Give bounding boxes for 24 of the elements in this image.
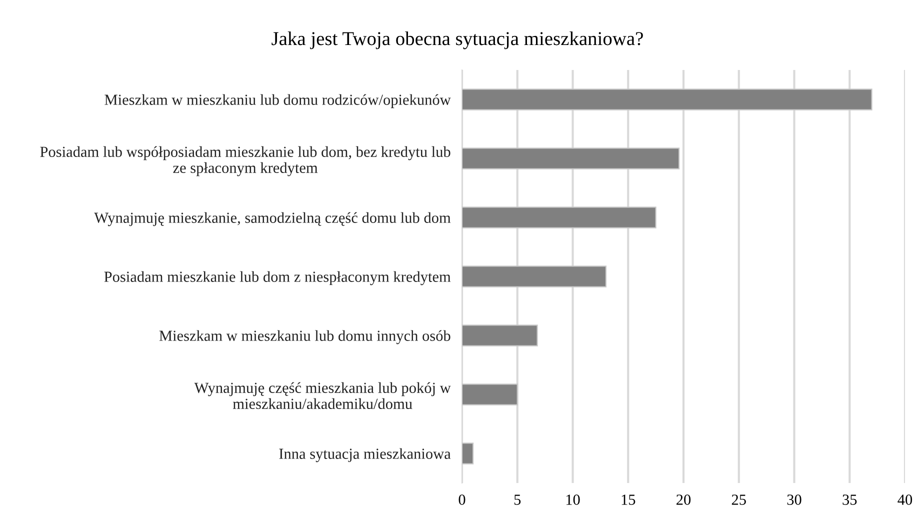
bar — [462, 148, 680, 170]
y-tick-label: Posiadam mieszkanie lub dom z niespłaconym kredytem — [104, 271, 451, 286]
y-tick-label: Posiadam lub współposiadam mieszkanie lub dom, bez kredytu lub ze spłaconym kredytem — [40, 146, 450, 176]
x-tick-label: 15 — [622, 494, 636, 505]
x-tick-label: 40 — [898, 494, 912, 505]
x-tick-label: 5 — [514, 494, 521, 505]
x-tick-label: 30 — [787, 494, 802, 505]
x-tick-label: 35 — [842, 494, 857, 505]
y-tick-label: Wynajmuję mieszkanie, samodzielną część domu lub dom — [94, 212, 451, 226]
y-tick-label: Mieszkam w mieszkaniu lub domu innych osób — [159, 330, 450, 344]
x-tick-label: 0 — [458, 494, 466, 505]
x-tick-label: 10 — [566, 494, 580, 505]
bar — [462, 266, 607, 288]
y-tick-label: Inna sytuacja mieszkaniowa — [279, 448, 451, 462]
x-tick-label: 25 — [732, 494, 746, 505]
bar — [462, 206, 656, 228]
bar — [462, 324, 538, 346]
x-tick-label: 20 — [676, 494, 691, 505]
bar — [462, 442, 474, 464]
y-tick-label: Mieszkam w mieszkaniu lub domu rodziców/opiekunów — [104, 94, 451, 108]
chart-title: Jaka jest Twoja obecna sytuacja mieszkaniowa? — [272, 32, 643, 50]
bar — [462, 88, 872, 110]
bar — [462, 384, 518, 406]
y-tick-label: Wynajmuję część mieszkania lub pokój w mieszkaniu/akademiku/domu — [194, 382, 451, 410]
